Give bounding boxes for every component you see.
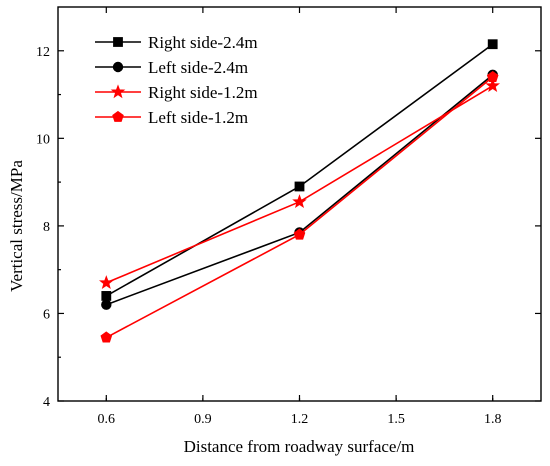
data-point [101,299,112,310]
legend-item: Right side-1.2m [95,83,258,102]
x-tick-label: 1.2 [291,412,309,427]
x-axis-title: Distance from roadway surface/m [184,437,415,456]
legend-label: Right side-2.4m [148,33,258,52]
data-point [101,291,112,301]
x-tick-label: 1.5 [387,412,405,427]
legend-item: Right side-2.4m [95,33,258,52]
x-tick-label: 1.8 [484,412,502,427]
legend-marker [110,84,126,99]
data-point [292,194,307,209]
y-tick-label: 6 [43,307,50,322]
y-axis: 4 6 8 10 12 [36,45,541,410]
legend-label: Right side-1.2m [148,83,258,102]
legend-marker [112,61,124,73]
legend-item: Left side-2.4m [95,58,248,77]
legend-marker [113,37,123,47]
data-point [100,331,113,343]
x-tick-label: 0.9 [194,412,212,427]
series-0 [101,39,498,301]
data-point [487,39,498,50]
x-axis: 0.6 0.9 1.2 1.5 1.8 [98,7,502,427]
data-point [486,70,499,82]
x-tick-label: 0.6 [98,412,116,427]
series-2 [99,78,500,289]
data-point [99,275,114,289]
y-tick-label: 12 [36,45,50,60]
data-point [485,78,500,92]
y-tick-label: 10 [36,132,50,147]
data-point [293,228,306,240]
legend-marker [112,110,124,122]
y-axis-title: Vertical stress/MPa [7,160,26,292]
legend: Right side-2.4m Left side-2.4m Right side-… [95,33,258,127]
y-tick-label: 8 [43,220,50,235]
series-layer [99,39,500,343]
legend-item: Left side-1.2m [95,108,248,127]
data-point [294,181,305,192]
legend-label: Left side-2.4m [148,58,248,77]
y-tick-label: 4 [43,395,50,410]
series-3 [100,70,499,343]
legend-label: Left side-1.2m [148,108,248,127]
